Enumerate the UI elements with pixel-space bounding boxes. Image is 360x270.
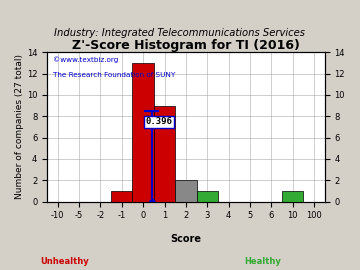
Text: Unhealthy: Unhealthy — [40, 257, 89, 266]
Bar — [282, 191, 303, 202]
Title: Z'-Score Histogram for TI (2016): Z'-Score Histogram for TI (2016) — [72, 39, 300, 52]
Bar — [197, 191, 218, 202]
Y-axis label: Number of companies (27 total): Number of companies (27 total) — [15, 55, 24, 200]
Text: ©www.textbiz.org: ©www.textbiz.org — [53, 57, 118, 63]
Text: Healthy: Healthy — [244, 257, 281, 266]
Bar — [175, 180, 197, 202]
Text: Industry: Integrated Telecommunications Services: Industry: Integrated Telecommunications … — [54, 28, 306, 38]
X-axis label: Score: Score — [170, 234, 201, 244]
Text: The Research Foundation of SUNY: The Research Foundation of SUNY — [53, 72, 175, 78]
Bar — [132, 63, 154, 202]
Text: 0.396: 0.396 — [146, 117, 172, 126]
Bar — [154, 106, 175, 202]
Bar — [111, 191, 132, 202]
